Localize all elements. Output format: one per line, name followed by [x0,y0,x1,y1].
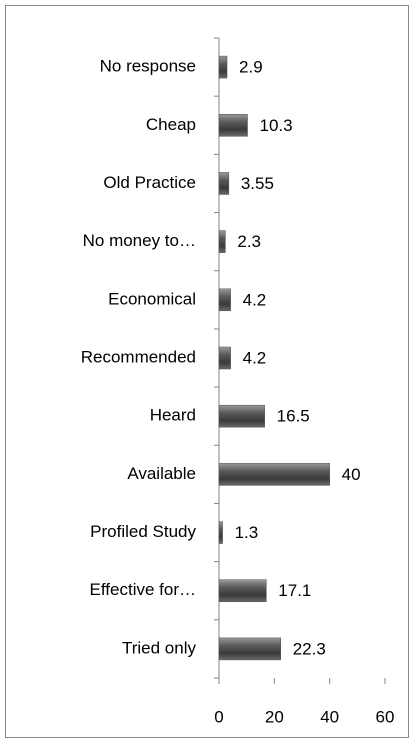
y-tick-label: Tried only [122,638,197,657]
chart-border [5,5,409,738]
y-tick-label: Economical [108,289,196,308]
bar [218,463,330,486]
y-tick-label: Effective for… [90,580,196,599]
bar [218,114,248,137]
data-label: 2.3 [237,232,261,251]
y-tick-label: No money to… [83,231,196,250]
data-label: 40 [342,465,361,484]
bar [218,55,228,79]
data-label: 10.3 [259,116,292,135]
y-tick-label: Available [127,464,196,483]
y-tick-label: No response [100,57,196,76]
data-label: 2.9 [239,58,263,77]
y-tick-label: Old Practice [103,173,196,192]
data-label: 3.55 [241,174,274,193]
data-label: 4.2 [243,348,267,367]
y-tick-label: Cheap [146,115,196,134]
data-label: 4.2 [243,290,267,309]
data-label: 17.1 [278,581,311,600]
bar [218,230,226,253]
x-tick-label: 0 [214,707,223,726]
bar [218,579,267,602]
x-tick-label: 60 [376,707,395,726]
bar [218,521,223,544]
bar [218,346,231,370]
bar [218,637,281,661]
bar [218,172,230,195]
data-label: 16.5 [277,407,310,426]
bar [218,404,265,428]
y-tick-label: Heard [150,406,196,425]
y-tick-label: Recommended [81,347,196,366]
y-tick-label: Profiled Study [90,522,196,541]
x-tick-label: 40 [320,707,339,726]
x-tick-label: 20 [265,707,284,726]
data-label: 1.3 [235,523,259,542]
data-label: 22.3 [293,639,326,658]
bar [218,288,231,312]
